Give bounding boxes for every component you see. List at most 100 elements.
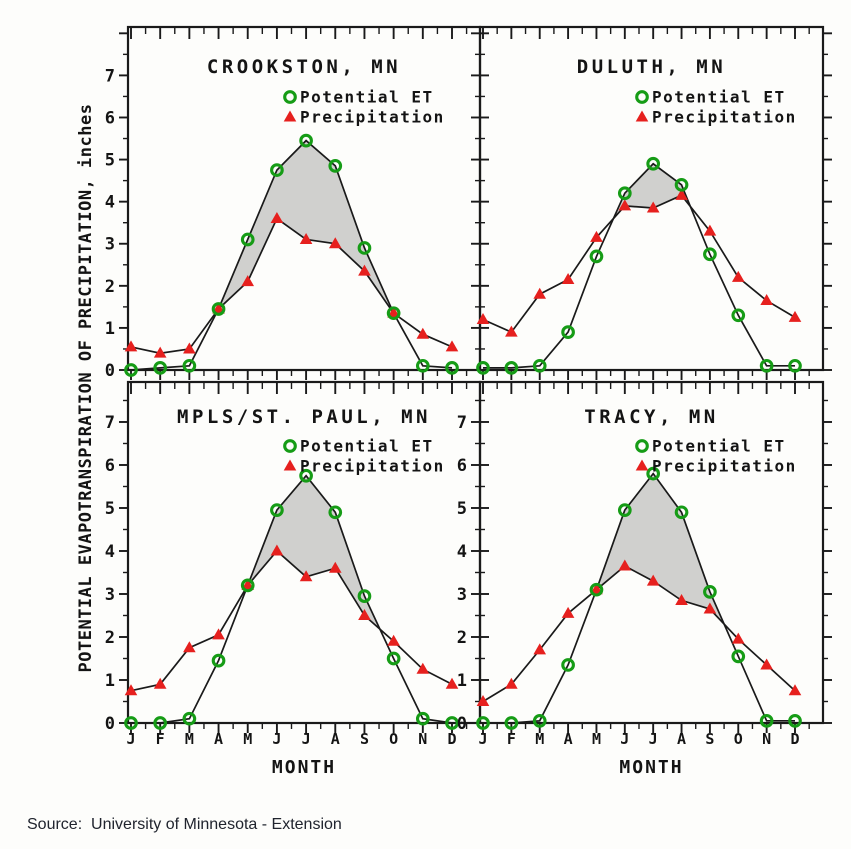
precipitation-marker (183, 342, 196, 354)
precipitation-marker (788, 310, 802, 322)
potential-et-marker (788, 358, 802, 373)
potential-et-marker (386, 306, 401, 321)
potential-et-marker (270, 163, 284, 177)
potential-et-marker (124, 363, 138, 377)
x-tick-label: F (507, 730, 516, 748)
y-tick-label: 4 (457, 542, 467, 562)
potential-et-marker (759, 358, 774, 373)
potential-et-marker (476, 716, 490, 730)
precipitation-marker (505, 677, 518, 689)
potential-et-marker (476, 361, 490, 375)
precipitation-marker (675, 188, 688, 200)
x-axis-title: MONTH (272, 757, 336, 778)
potential-et-marker (328, 505, 343, 520)
x-tick-label: J (478, 730, 487, 748)
potential-et-marker (283, 439, 297, 453)
plot-border (478, 380, 825, 725)
x-tick-label: S (360, 730, 369, 748)
potential-et-marker (124, 716, 138, 730)
legend-label-potential-et: Potential ET (300, 88, 434, 107)
shaded-area (247, 475, 380, 630)
precipitation-marker (703, 224, 717, 236)
chart-title: TRACY, MN (584, 406, 718, 428)
precipitation-marker (646, 574, 660, 586)
precipitation-marker (731, 270, 745, 282)
potential-et-marker (153, 716, 168, 730)
precipitation-marker (445, 677, 459, 689)
potential-et-marker (153, 361, 168, 375)
x-tick-label: J (272, 730, 281, 748)
precipitation-marker (590, 230, 603, 242)
y-tick-label: 5 (105, 151, 115, 171)
y-tick-label: 2 (105, 628, 115, 648)
precipitation-marker (618, 559, 632, 571)
precipitation-marker (328, 237, 342, 249)
x-tick-label: M (592, 730, 601, 748)
precipitation-marker (635, 110, 649, 122)
precipitation-marker (241, 578, 255, 590)
data-markers (476, 466, 802, 730)
potential-et-marker (674, 177, 689, 192)
precipitation-marker (703, 602, 717, 614)
precipitation-marker (635, 459, 649, 471)
legend-label-precipitation: Precipitation (652, 457, 797, 476)
precipitation-marker (646, 201, 660, 213)
potential-et-marker (270, 503, 284, 517)
y-axis-ticks (471, 32, 832, 371)
precipitation-marker (533, 287, 547, 299)
potential-et-marker (561, 325, 575, 339)
x-tick-label: O (389, 730, 398, 748)
y-tick-label: 7 (457, 413, 467, 433)
precipitation-marker (476, 694, 490, 706)
potential-et-marker (561, 658, 575, 672)
potential-et-marker (731, 649, 746, 664)
y-tick-label: 3 (457, 585, 467, 605)
pet-precip-gap-fill (247, 475, 380, 630)
y-axis-ticks (471, 399, 832, 724)
potential-et-marker (788, 713, 802, 728)
potential-et-marker (445, 716, 459, 730)
precipitation-marker (561, 606, 575, 618)
potential-et-marker (299, 468, 313, 483)
precipitation-marker (153, 677, 167, 689)
y-tick-label: 0 (105, 714, 115, 734)
x-tick-label: A (331, 730, 340, 748)
x-tick-label: D (790, 730, 799, 748)
precipitation-marker (299, 570, 313, 582)
precipitation-marker (283, 110, 297, 122)
potential-et-marker (635, 90, 649, 104)
y-tick-label: 7 (105, 66, 115, 86)
y-tick-label: 6 (105, 456, 115, 476)
y-tick-label: 0 (105, 361, 115, 381)
precipitation-marker (445, 340, 459, 352)
y-tick-label: 4 (105, 193, 115, 213)
precipitation-marker (387, 634, 400, 646)
precipitation-marker (153, 346, 167, 358)
potential-et-marker (182, 358, 197, 373)
potential-et-marker (674, 505, 689, 520)
chart-title: DULUTH, MN (577, 56, 726, 78)
x-tick-label: N (762, 730, 771, 748)
precipitation-marker (760, 658, 773, 670)
potential-et-marker (646, 156, 661, 171)
potential-et-marker (617, 186, 632, 201)
precipitation-marker (533, 643, 547, 655)
x-tick-label: D (447, 730, 456, 748)
x-tick-label: O (734, 730, 743, 748)
potential-et-marker (211, 653, 226, 668)
y-tick-label: 1 (457, 671, 467, 691)
y-tick-label: 2 (457, 628, 467, 648)
x-tick-label: A (214, 730, 223, 748)
precipitation-line (130, 549, 453, 692)
pet-precip-gap-fill (596, 473, 725, 625)
x-tick-label: J (649, 730, 658, 748)
potential-et-marker (731, 308, 746, 323)
legend-label-potential-et: Potential ET (300, 437, 434, 456)
chart-mpls-st-paul: MPLS/ST. PAUL, MN Potential ETPrecipitati… (105, 380, 489, 778)
potential-et-marker (283, 90, 297, 104)
precipitation-marker (416, 327, 430, 339)
